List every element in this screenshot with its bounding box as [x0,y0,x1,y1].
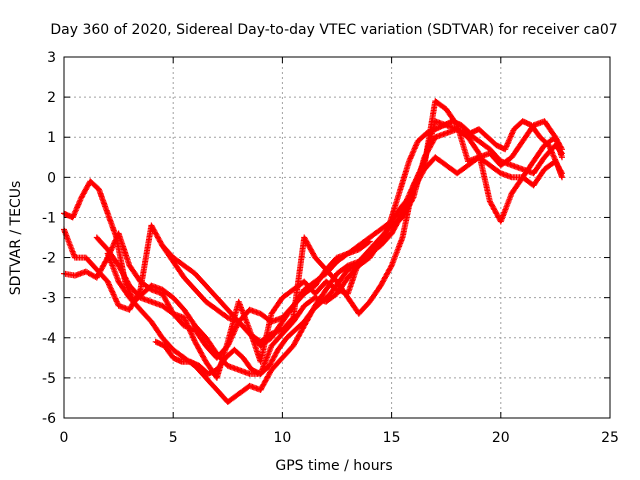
x-tick-label: 5 [169,430,178,446]
x-axis-label: GPS time / hours [275,458,392,474]
chart-title: Day 360 of 2020, Sidereal Day-to-day VTE… [50,22,617,38]
x-tick-label: 25 [601,430,619,446]
x-tick-label: 20 [492,430,510,446]
plot-frame [63,56,611,419]
y-tick-label: -4 [42,331,56,347]
y-tick-label: -2 [42,251,56,267]
x-tick-label: 0 [60,430,69,446]
y-tick-label: 1 [47,130,56,146]
x-tick-label: 15 [383,430,401,446]
y-tick-label: -5 [42,371,56,387]
x-tick-label: 10 [273,430,291,446]
y-tick-label: -3 [42,291,56,307]
y-tick-label: 0 [47,170,56,186]
axis-ticks: 0 5 10 15 20 25 -6 -5 -4 -3 -2 -1 0 1 2 3 [42,50,619,446]
y-tick-label: -1 [42,210,56,226]
y-tick-label: 2 [47,90,56,106]
data-series [152,118,565,377]
data-series [159,238,373,349]
data-points [61,98,565,405]
series-markers [152,118,565,377]
series-markers [159,238,373,349]
y-tick-label: -6 [42,411,56,427]
y-tick-label: 3 [47,50,56,66]
grid-lines [64,57,610,418]
y-axis-label: SDTVAR / TECUs [8,181,24,296]
